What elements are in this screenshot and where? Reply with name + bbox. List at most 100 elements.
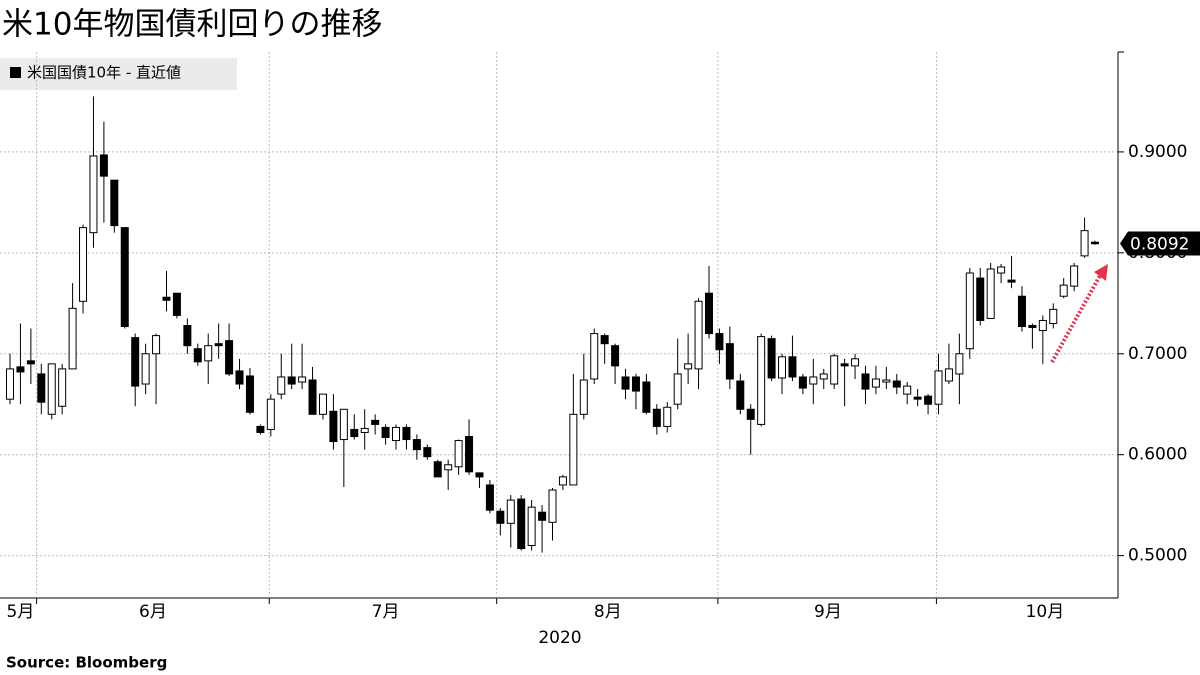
candle-up [318,393,327,415]
x-tick-label: 10月 [1026,602,1065,622]
legend-box [0,58,237,90]
last-value-label: 0.8092 [1130,235,1189,255]
candle-up [590,333,599,380]
annotation-arrowhead [1094,264,1108,281]
last-value-tag [1120,231,1200,256]
candle-down [287,376,296,385]
candle-up [663,406,672,427]
candle-up [298,376,307,383]
candle-down [892,380,901,388]
candle-down [913,396,922,400]
candle-up [277,376,286,395]
candle-up [955,353,964,375]
candle-down [381,426,390,439]
candle-up [579,379,588,415]
candle-down [214,343,223,347]
candle-down [642,381,651,413]
candle-up [882,379,891,383]
candle-down [475,472,484,478]
candle-up [851,358,860,367]
candle-up [58,368,67,407]
candle-down [600,335,609,345]
y-tick-label: 0.7000 [1128,344,1187,364]
candle-down [465,436,474,473]
candle-down [235,370,244,385]
candle-up [548,489,557,523]
candle-up [965,272,974,350]
candle-down [256,425,265,433]
candle-up [152,335,161,355]
legend-swatch [10,67,21,78]
candle-up [1059,284,1068,297]
candle-up [903,385,912,395]
candle-up [819,373,828,380]
candle-down [1091,241,1099,245]
candle-down [26,360,35,365]
candle-up [454,440,463,468]
candle-down [788,356,797,378]
candle-down [538,511,547,521]
candle-down [652,408,661,427]
candle-down [371,419,380,425]
candle-up [778,356,787,379]
x-tick-label: 7月 [372,602,400,622]
candle-up [871,378,880,388]
candle-down [423,447,432,458]
candle-down [725,343,734,380]
candle-up [392,426,401,442]
candle-down [746,408,755,420]
candle-down [631,376,640,392]
candle-up [1049,308,1058,324]
candle-down [715,333,724,351]
candle-down [172,292,181,316]
candle-up [944,368,953,382]
candle-up [47,363,56,415]
candle-up [527,506,536,547]
chart-title: 米10年物国債利回りの推移 [2,7,382,43]
candle-up [204,345,213,362]
candle-up [694,300,703,370]
candle-down [924,395,933,405]
candle-up [141,353,150,385]
candle-down [1028,325,1037,329]
x-axis-label: 2020 [538,628,581,648]
candle-up [684,363,693,370]
candle-up [1080,230,1089,257]
candle-up [830,355,839,385]
candle-down [402,426,411,441]
y-tick-label: 0.9000 [1128,142,1187,162]
candle-up [444,464,453,471]
candle-up [569,413,578,486]
candle-down [131,337,140,387]
candle-down [99,154,108,177]
candle-down [1017,295,1026,328]
candle-up [89,155,98,234]
candle-down [861,373,870,390]
candle-up [339,408,348,441]
y-tick-label: 0.6000 [1128,445,1187,465]
y-tick-label: 0.5000 [1128,546,1187,566]
candle-down [621,376,630,390]
x-tick-label: 8月 [594,602,622,622]
candle-down [433,461,442,478]
candle-up [558,476,567,486]
x-tick-label: 5月 [7,602,35,622]
candle-down [110,179,119,227]
candle-down [193,348,202,363]
candle-down [412,439,421,451]
candle-up [360,427,369,433]
candle-up [6,368,14,400]
candle-up [757,336,766,425]
candle-down [485,484,494,511]
candle-down [162,296,171,301]
candle-down [517,498,526,550]
candle-up [673,373,682,405]
candle-up [809,376,818,385]
candle-down [350,428,359,438]
candle-down [308,379,317,415]
candle-down [611,345,620,367]
candle-up [997,266,1006,274]
candle-down [120,227,129,328]
